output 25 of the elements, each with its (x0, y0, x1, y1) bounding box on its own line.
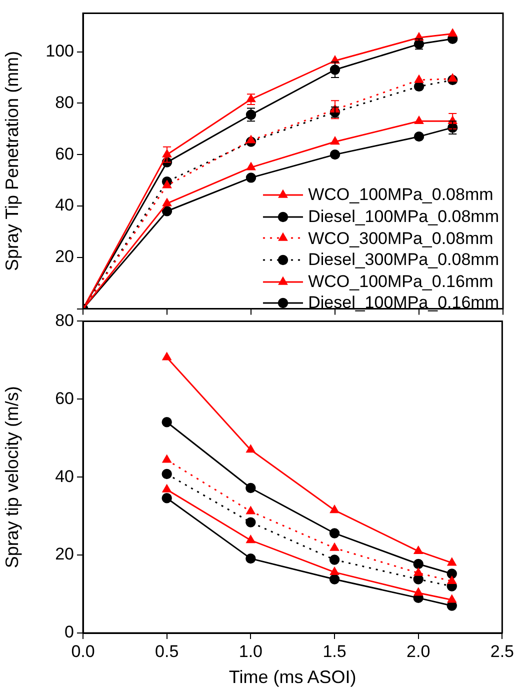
y-tick-label: 60 (55, 144, 74, 164)
y-axis-title: Spray tip velocity (m/s) (2, 386, 22, 568)
y-tick-label: 20 (55, 247, 74, 266)
x-tick-label: 1.5 (322, 642, 346, 661)
y-tick-label: 40 (55, 466, 74, 486)
x-tick-label: 0.0 (71, 642, 95, 661)
y-axis-title: Spray Tip Penetration (mm) (2, 50, 22, 272)
legend-label: Diesel_100MPa_0.16mm (308, 292, 499, 314)
x-tick-label: 2.5 (490, 642, 514, 661)
y-tick-label: 80 (55, 92, 74, 112)
x-tick-label: 2.0 (406, 642, 430, 661)
y-tick-label: 80 (55, 310, 74, 330)
x-axis-title: Time (ms ASOI) (228, 667, 356, 688)
legend-label: WCO_300MPa_0.08mm (308, 228, 494, 250)
legend-label: Diesel_100MPa_0.08mm (308, 206, 499, 228)
legend-label: WCO_100MPa_0.16mm (308, 270, 494, 292)
legend-label: WCO_100MPa_0.08mm (308, 184, 494, 206)
y-tick-label: 40 (55, 196, 74, 215)
y-tick-label: 0 (64, 622, 74, 642)
y-tick-label: 60 (55, 388, 74, 408)
x-tick-label: 0.5 (155, 642, 179, 661)
x-tick-label: 1.0 (238, 642, 262, 661)
y-tick-label: 20 (55, 544, 74, 564)
legend-label: Diesel_300MPa_0.08mm (308, 249, 499, 271)
y-tick-label: 100 (46, 41, 74, 60)
